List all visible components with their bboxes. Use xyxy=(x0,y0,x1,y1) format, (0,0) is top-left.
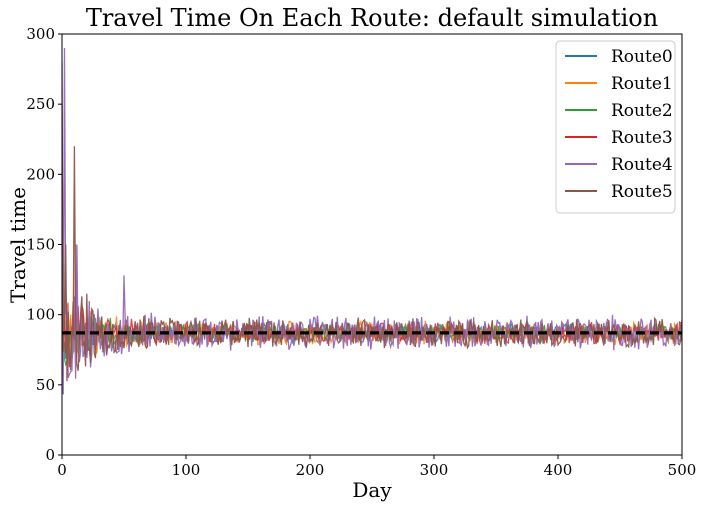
x-tick-label: 400 xyxy=(544,461,573,479)
legend-label: Route2 xyxy=(611,101,673,121)
chart-title: Travel Time On Each Route: default simul… xyxy=(86,4,658,32)
x-tick-label: 100 xyxy=(172,461,201,479)
y-tick-label: 150 xyxy=(26,236,55,254)
x-axis: 0 100 200 300 400 500 xyxy=(57,455,696,479)
y-axis-label: Travel time xyxy=(6,187,30,303)
legend: Route0 Route1 Route2 Route3 Route4 Route5 xyxy=(555,40,676,214)
y-tick-label: 100 xyxy=(26,306,55,324)
y-tick-label: 50 xyxy=(36,376,55,394)
y-tick-label: 0 xyxy=(45,446,55,464)
legend-label: Route5 xyxy=(611,182,673,202)
legend-label: Route0 xyxy=(611,47,673,67)
legend-label: Route3 xyxy=(611,128,673,148)
legend-label: Route4 xyxy=(611,155,673,175)
x-tick-label: 500 xyxy=(668,461,697,479)
y-tick-label: 300 xyxy=(26,25,55,43)
y-axis: 0 50 100 150 200 250 300 xyxy=(26,25,62,464)
legend-label: Route1 xyxy=(611,74,673,94)
series-line-route4 xyxy=(62,48,682,395)
x-tick-label: 0 xyxy=(57,461,67,479)
x-tick-label: 300 xyxy=(420,461,449,479)
y-tick-label: 250 xyxy=(26,95,55,113)
y-tick-label: 200 xyxy=(26,165,55,183)
x-tick-label: 200 xyxy=(296,461,325,479)
x-axis-label: Day xyxy=(352,478,392,502)
